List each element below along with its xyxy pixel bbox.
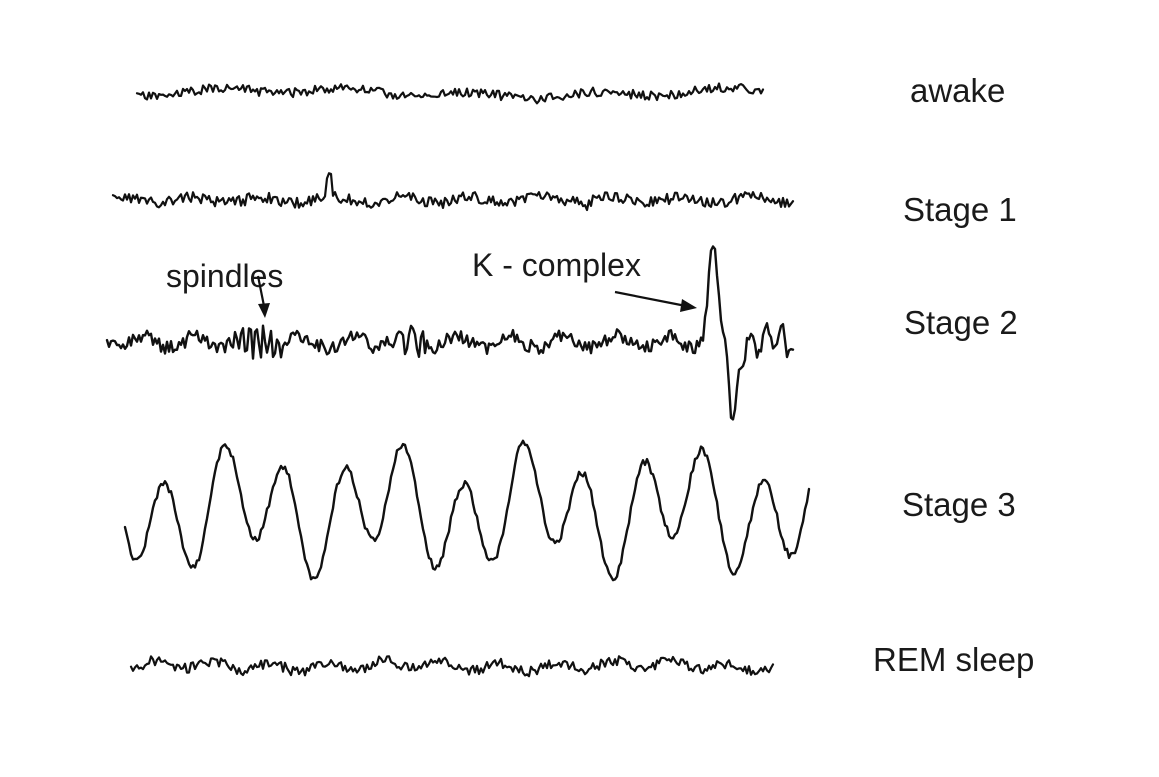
k-complex-label: K - complex — [472, 247, 641, 283]
eeg-trace-rem-sleep — [129, 655, 775, 678]
spindles-label: spindles — [166, 258, 283, 294]
stage-label-stage-3: Stage 3 — [902, 486, 1016, 523]
stage-label-awake: awake — [910, 72, 1005, 109]
spindles-arrow — [256, 275, 270, 318]
eeg-trace-stage-3 — [123, 439, 811, 582]
stage-label-stage-1: Stage 1 — [903, 191, 1017, 228]
stage-label-stage-2: Stage 2 — [904, 304, 1018, 341]
eeg-trace-awake — [135, 82, 765, 105]
stage-labels: awake Stage 1 Stage 2 Stage 3 REM sleep — [873, 72, 1034, 678]
stage-label-rem-sleep: REM sleep — [873, 641, 1034, 678]
eeg-trace-stage-1 — [111, 172, 795, 212]
eeg-traces — [105, 82, 811, 678]
eeg-trace-stage-2 — [105, 245, 795, 421]
k-complex-arrow — [614, 290, 697, 312]
annotations: spindles K - complex — [166, 247, 697, 318]
